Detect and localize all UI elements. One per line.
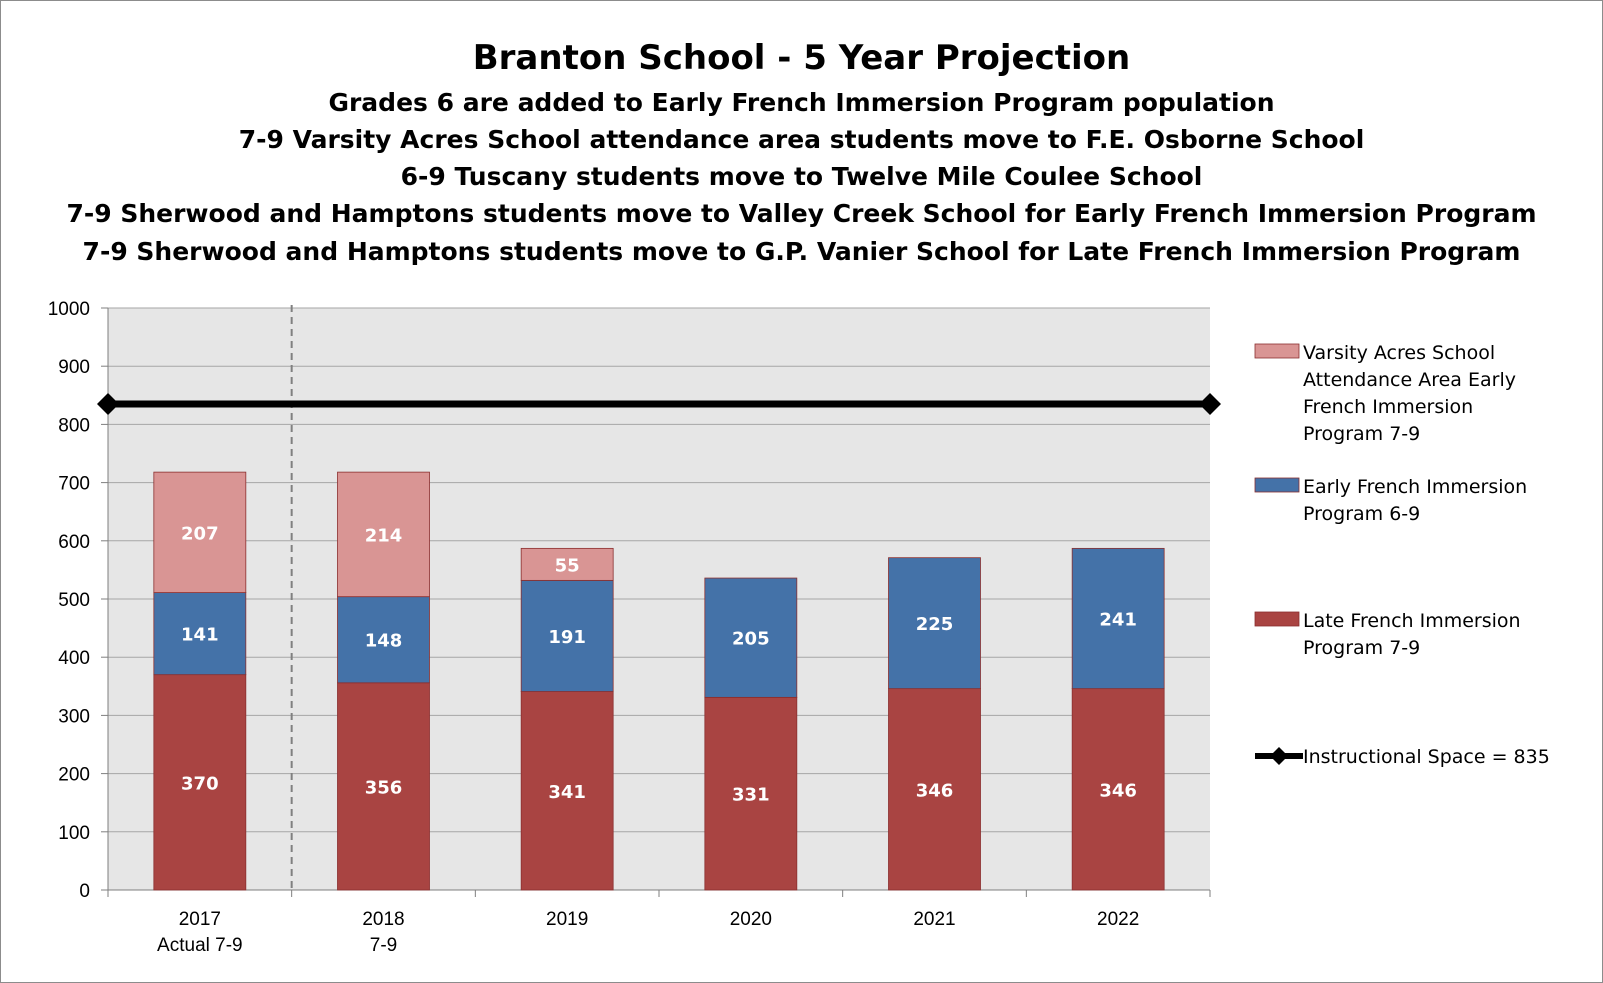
y-tick-label: 300: [58, 706, 90, 727]
y-tick-label: 400: [58, 648, 90, 669]
bar-segment: [704, 577, 798, 698]
bar-segment: [704, 696, 798, 891]
data-label: 214: [365, 525, 403, 546]
legend-marker: [1270, 747, 1288, 765]
y-tick-label: 600: [58, 532, 90, 553]
chart-subtitle-2: 7-9 Varsity Acres School attendance area…: [238, 125, 1365, 154]
data-label: 141: [181, 625, 219, 646]
y-tick-label: 900: [58, 357, 90, 378]
x-tick-label: 2018: [362, 909, 404, 930]
legend-label: Program 7-9: [1303, 423, 1420, 445]
chart-title: Branton School - 5 Year Projection: [472, 38, 1131, 78]
chart-subtitle-1: Grades 6 are added to Early French Immer…: [328, 88, 1275, 117]
legend-swatch: [1254, 477, 1300, 493]
y-tick-label: 500: [58, 590, 90, 611]
x-tick-label: 2022: [1097, 909, 1139, 930]
y-tick-label: 0: [79, 881, 90, 902]
x-tick-label: 7-9: [370, 935, 397, 956]
x-tick-label: 2019: [546, 909, 588, 930]
chart-subtitle-4: 7-9 Sherwood and Hamptons students move …: [66, 199, 1537, 228]
x-tick-label: 2020: [730, 909, 772, 930]
data-label: 225: [916, 614, 954, 635]
data-label: 356: [365, 777, 403, 798]
y-tick-label: 800: [58, 415, 90, 436]
x-tick-label: Actual 7-9: [157, 935, 243, 956]
data-label: 191: [548, 627, 586, 648]
y-tick-label: 700: [58, 474, 90, 495]
bar-segment: [153, 592, 247, 676]
bar-segment: [520, 547, 614, 581]
data-label: 370: [181, 773, 219, 794]
bar-segment: [888, 688, 981, 891]
y-tick-label: 1000: [48, 299, 90, 320]
data-label: 346: [1099, 780, 1137, 801]
bar-segment: [337, 682, 430, 891]
x-tick-label: 2017: [179, 909, 221, 930]
data-label: 207: [181, 523, 219, 544]
y-tick-label: 100: [58, 823, 90, 844]
bar-segment: [520, 691, 614, 891]
data-label: 205: [732, 629, 770, 650]
data-label: 148: [365, 631, 403, 652]
data-label: 346: [916, 780, 954, 801]
data-label: 55: [555, 555, 580, 576]
legend-label: Early French Immersion: [1303, 476, 1527, 498]
legend-label: French Immersion: [1303, 396, 1473, 418]
bar-segment: [337, 596, 430, 684]
legend-swatch: [1254, 343, 1300, 359]
bar-segment: [520, 579, 614, 692]
bar-segment: [153, 471, 247, 593]
bar-segment: [1071, 688, 1165, 891]
y-tick-label: 200: [58, 765, 90, 786]
data-label: 341: [548, 782, 586, 803]
bar-segment: [888, 557, 981, 690]
bar-segment: [153, 674, 247, 891]
legend-label: Program 7-9: [1303, 637, 1420, 659]
bar-segment: [337, 471, 430, 598]
bar-segment: [1071, 547, 1165, 690]
legend-label: Instructional Space = 835: [1303, 746, 1550, 768]
legend-label: Varsity Acres School: [1303, 342, 1495, 364]
chart-subtitle-5: 7-9 Sherwood and Hamptons students move …: [82, 237, 1521, 266]
reference-marker: [97, 393, 119, 416]
legend-swatch: [1254, 611, 1300, 627]
chart-subtitle-3: 6-9 Tuscany students move to Twelve Mile…: [400, 162, 1203, 191]
legend-label: Late French Immersion: [1303, 610, 1521, 632]
data-label: 331: [732, 785, 770, 806]
legend-label: Attendance Area Early: [1303, 369, 1516, 391]
legend-label: Program 6-9: [1303, 503, 1420, 525]
reference-marker: [1199, 393, 1221, 416]
x-tick-label: 2021: [913, 909, 955, 930]
data-label: 241: [1099, 609, 1137, 630]
